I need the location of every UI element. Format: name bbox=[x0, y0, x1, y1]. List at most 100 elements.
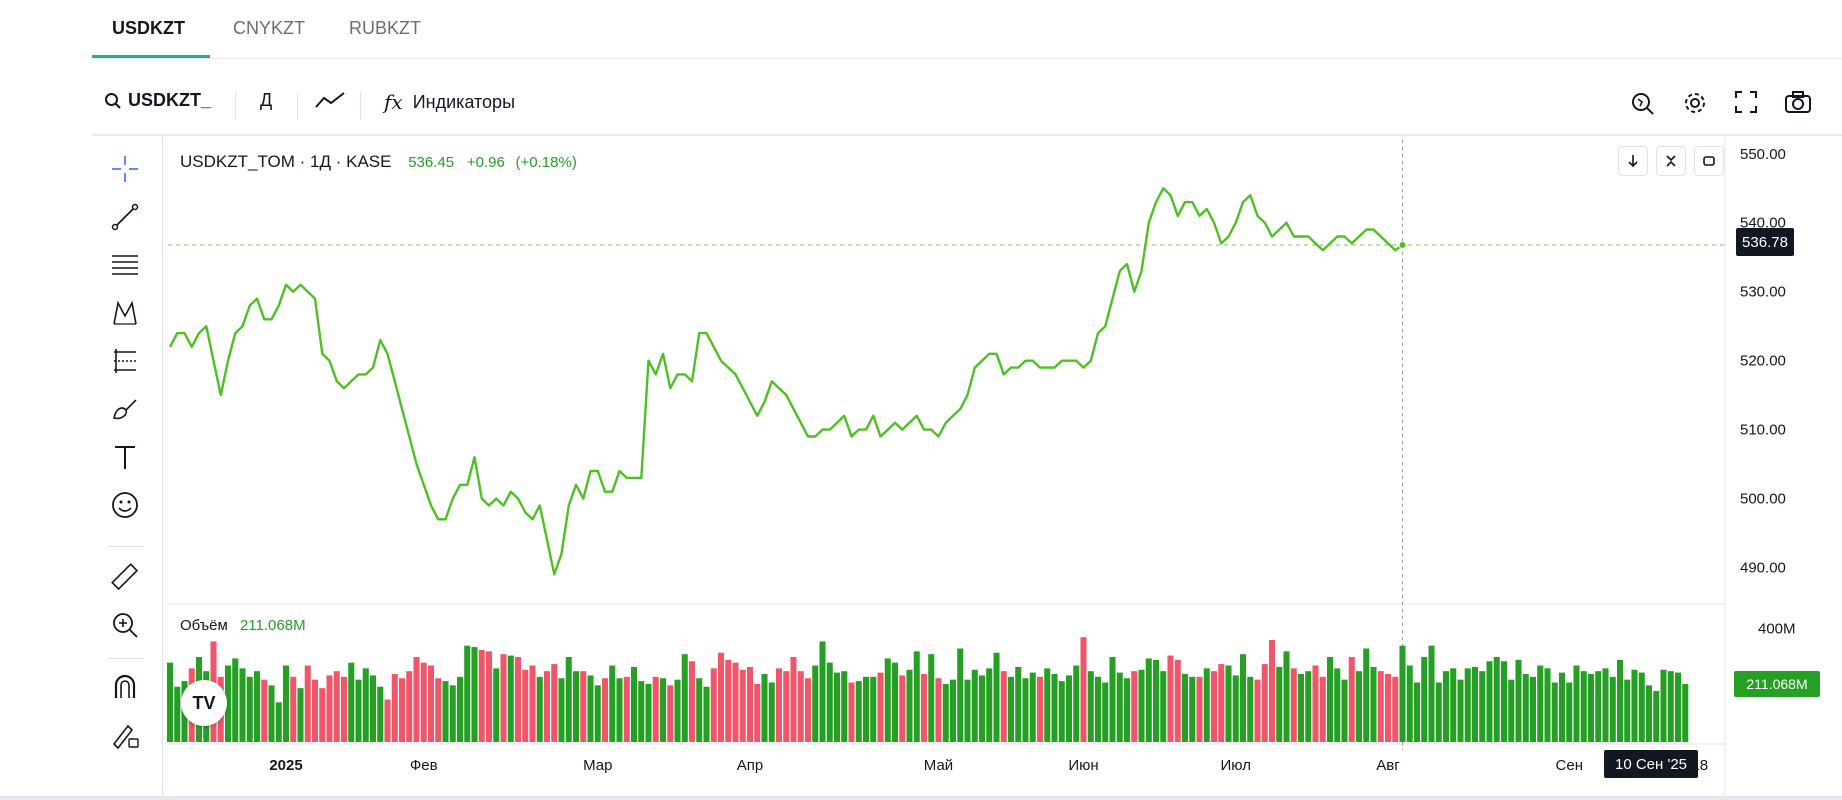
volume-bar bbox=[1428, 645, 1435, 742]
volume-bar bbox=[804, 678, 812, 742]
volume-bar bbox=[942, 683, 949, 742]
volume-bar bbox=[826, 662, 833, 742]
volume-bar bbox=[659, 678, 667, 742]
volume-bar bbox=[1080, 637, 1087, 742]
volume-bar bbox=[1203, 668, 1210, 742]
volume-bar bbox=[1210, 671, 1218, 742]
volume-bar bbox=[913, 651, 920, 742]
chart-type-button[interactable] bbox=[314, 90, 346, 110]
replay-button[interactable] bbox=[1630, 90, 1656, 116]
volume-bar bbox=[645, 683, 652, 742]
emoji-tool[interactable] bbox=[108, 488, 142, 522]
text-tool[interactable] bbox=[108, 440, 142, 474]
volume-bar bbox=[1479, 671, 1486, 742]
volume-bar bbox=[1544, 668, 1551, 742]
volume-bar bbox=[812, 665, 819, 742]
volume-bar bbox=[1232, 675, 1239, 742]
text-icon bbox=[115, 446, 135, 469]
volume-bar bbox=[1631, 669, 1638, 742]
tab-rubkzt[interactable]: RUBKZT bbox=[349, 18, 421, 38]
ruler-tool[interactable] bbox=[108, 560, 142, 594]
settings-button[interactable] bbox=[1682, 90, 1708, 116]
volume-bar bbox=[681, 654, 688, 742]
volume-bar bbox=[268, 685, 275, 742]
indicators-button[interactable]: fx Индикаторы bbox=[384, 90, 515, 114]
scroll-to-latest-button[interactable] bbox=[1618, 146, 1648, 176]
volume-bar bbox=[239, 668, 246, 742]
volume-bar bbox=[732, 662, 739, 742]
volume-bar bbox=[1580, 671, 1587, 742]
volume-bar bbox=[507, 655, 514, 742]
volume-bar bbox=[594, 685, 601, 742]
pattern-tool[interactable] bbox=[108, 296, 142, 330]
tools-divider bbox=[108, 546, 144, 547]
volume-bar bbox=[290, 676, 297, 742]
volume-bar bbox=[442, 681, 449, 742]
volume-bar bbox=[1508, 679, 1515, 742]
crosshair-icon bbox=[112, 156, 138, 182]
crosshair-tool[interactable] bbox=[108, 152, 142, 186]
volume-bar bbox=[297, 688, 304, 742]
volume-bar bbox=[964, 679, 971, 742]
volume-bar bbox=[1290, 668, 1297, 742]
replay-icon bbox=[1632, 93, 1654, 115]
volume-bar bbox=[565, 657, 572, 742]
collapse-pane-button[interactable] bbox=[1656, 146, 1686, 176]
price-axis-tick-2: 510.00 bbox=[1740, 422, 1786, 439]
volume-bar bbox=[725, 659, 732, 742]
symbol-search-button[interactable]: USDKZT_ bbox=[104, 90, 211, 111]
volume-bar bbox=[587, 675, 594, 742]
zoom-tool[interactable] bbox=[108, 608, 142, 642]
price-axis-tick-5: 540.00 bbox=[1740, 215, 1786, 232]
trend-line-tool[interactable] bbox=[108, 200, 142, 234]
time-axis-tick-0: 2025 bbox=[269, 757, 302, 774]
brush-tool[interactable] bbox=[108, 392, 142, 426]
projection-tool[interactable] bbox=[108, 344, 142, 378]
price-series-line bbox=[168, 187, 1404, 576]
volume-bar bbox=[529, 665, 536, 742]
volume-bar bbox=[717, 652, 725, 742]
snapshot-button[interactable] bbox=[1784, 90, 1812, 114]
volume-bar bbox=[1073, 665, 1080, 742]
volume-bar bbox=[1239, 654, 1247, 742]
volume-bar bbox=[340, 676, 348, 742]
magnet-tool[interactable] bbox=[108, 670, 142, 704]
tradingview-logo[interactable]: TV bbox=[181, 680, 227, 726]
volume-bar bbox=[1029, 672, 1036, 742]
volume-bar bbox=[1384, 674, 1392, 742]
volume-bar bbox=[1537, 665, 1544, 742]
price-axis-tick-6: 550.00 bbox=[1740, 146, 1786, 163]
volume-bar bbox=[449, 685, 456, 742]
volume-bar bbox=[1442, 671, 1450, 742]
volume-bar bbox=[275, 702, 282, 742]
tab-cnykzt[interactable]: CNYKZT bbox=[233, 18, 305, 38]
volume-bar bbox=[1218, 664, 1225, 742]
lock-drawing-tool[interactable] bbox=[108, 718, 142, 752]
volume-bar bbox=[1653, 691, 1660, 742]
volume-bar bbox=[304, 665, 311, 742]
volume-bar bbox=[1123, 678, 1131, 742]
volume-bar bbox=[1500, 661, 1508, 742]
volume-bar bbox=[601, 678, 609, 742]
trend-line-icon bbox=[111, 203, 139, 231]
maximize-pane-button[interactable] bbox=[1694, 146, 1724, 176]
volume-bar bbox=[761, 674, 768, 742]
volume-bar bbox=[1602, 668, 1609, 742]
projection-icon bbox=[114, 349, 136, 373]
tab-usdkzt[interactable]: USDKZT bbox=[112, 18, 185, 38]
fullscreen-button[interactable] bbox=[1734, 90, 1758, 114]
fib-tool[interactable] bbox=[108, 248, 142, 282]
interval-button[interactable]: Д bbox=[260, 90, 273, 110]
volume-bar bbox=[862, 676, 870, 742]
search-icon bbox=[105, 92, 121, 109]
camera-icon bbox=[1785, 91, 1811, 113]
volume-bar bbox=[1595, 671, 1602, 742]
volume-bar bbox=[1421, 657, 1428, 742]
volume-bar bbox=[1174, 659, 1181, 742]
gear-icon bbox=[1685, 93, 1705, 113]
volume-bar bbox=[1022, 678, 1029, 742]
time-axis-tick-3: Апр bbox=[737, 757, 763, 774]
volume-bar bbox=[319, 688, 326, 742]
volume-bar bbox=[688, 661, 696, 742]
